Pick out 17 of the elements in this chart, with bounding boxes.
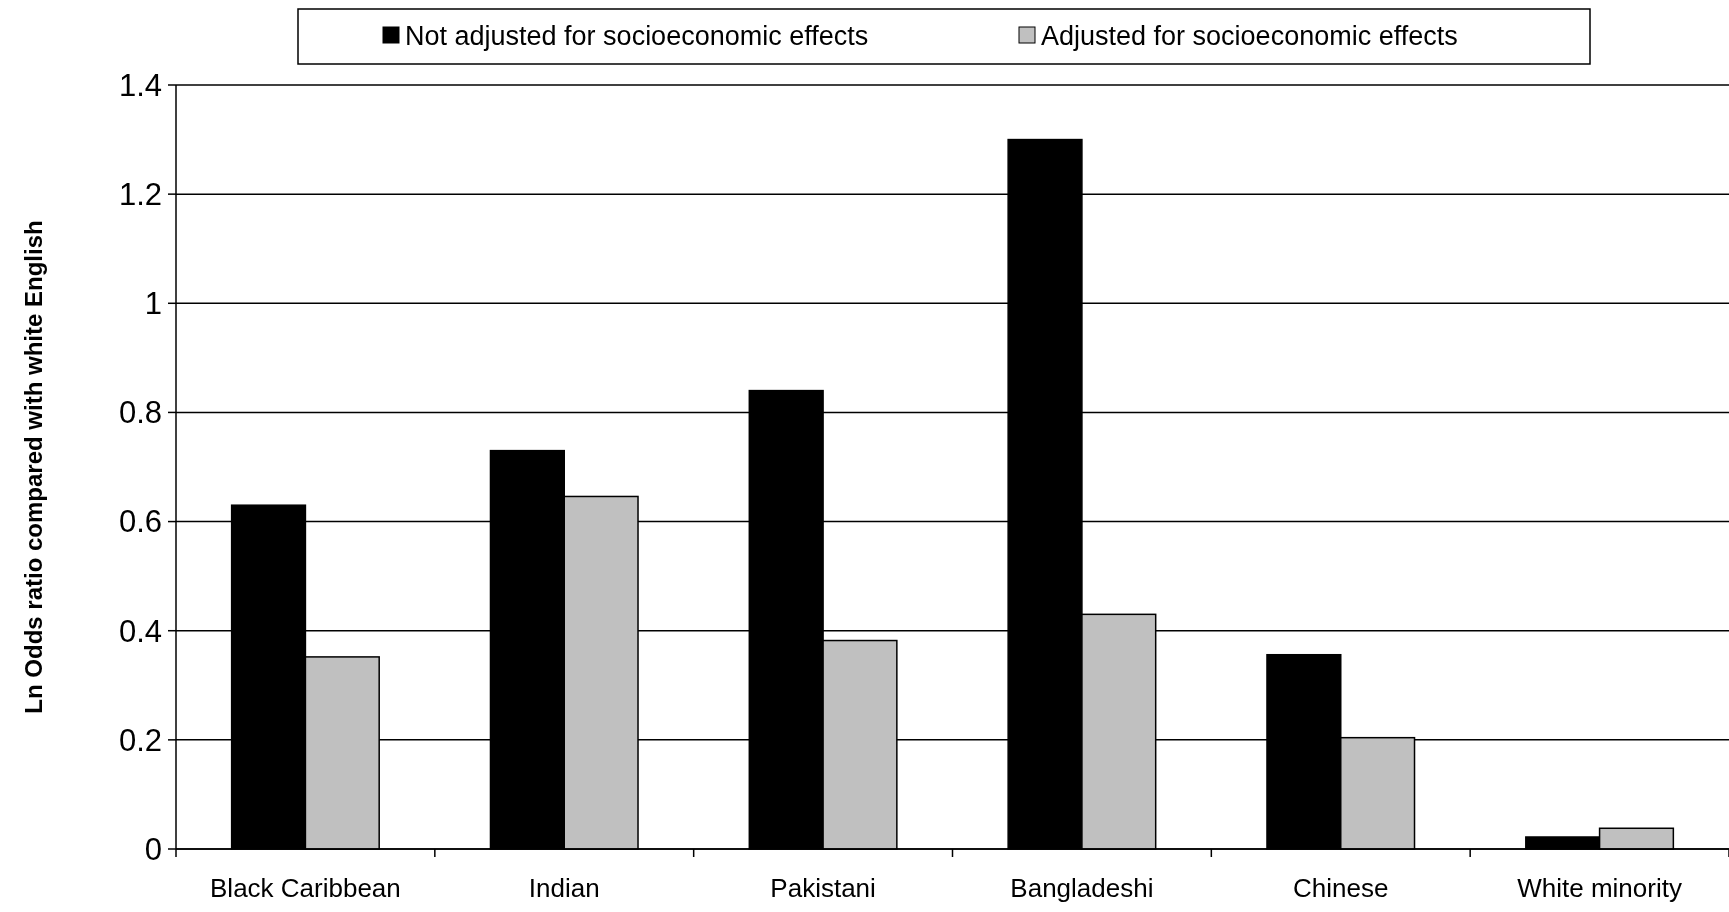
y-axis-title: Ln Odds ratio compared with white English [20,220,47,714]
y-tick-label: 1.2 [118,176,162,212]
legend-label: Not adjusted for socioeconomic effects [405,21,869,51]
y-tick-label: 1.4 [118,67,162,103]
y-tick-label: 0.6 [118,504,162,540]
x-tick-label: Black Caribbean [210,873,401,903]
y-tick-label: 1 [144,286,162,322]
x-tick-label: Pakistani [770,873,876,903]
y-tick-label: 0.2 [118,722,162,758]
y-tick-label: 0 [144,831,162,867]
x-tick-label: Indian [528,873,600,903]
x-tick-label: White minority [1517,873,1682,903]
x-tick-label: Bangladeshi [1010,873,1154,903]
y-tick-label: 0.8 [118,395,162,431]
legend-label: Adjusted for socioeconomic effects [1041,21,1458,51]
x-tick-label: Chinese [1293,873,1389,903]
y-tick-label: 0.4 [118,613,162,649]
